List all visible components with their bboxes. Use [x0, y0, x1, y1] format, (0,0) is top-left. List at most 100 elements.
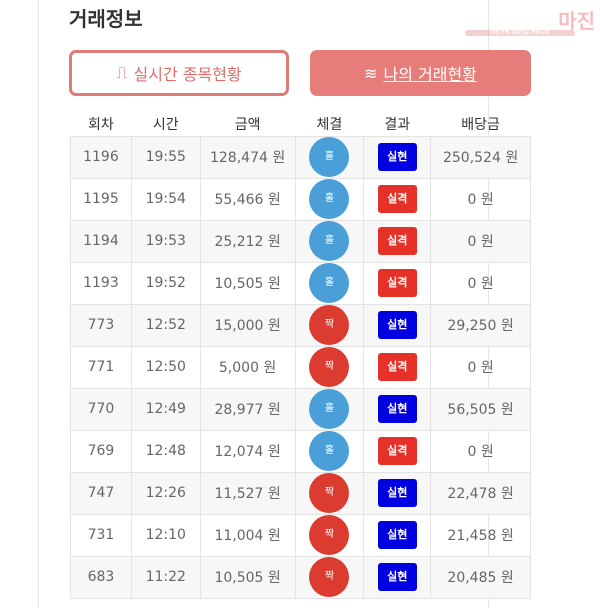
- payout-cell: 250,524 원: [430, 135, 531, 179]
- result-cell: 실격: [363, 429, 432, 473]
- col-result: 결과: [384, 116, 411, 133]
- round-cell: 731: [70, 513, 132, 557]
- result-cell: 실격: [363, 261, 432, 305]
- amount-cell: 15,000 원: [199, 303, 296, 347]
- pick-ball: 짝: [309, 515, 350, 555]
- result-badge: 실격: [377, 185, 417, 213]
- result-cell: 실격: [363, 177, 432, 221]
- result-badge: 실현: [377, 395, 417, 423]
- time-cell: 12:49: [130, 387, 201, 431]
- col-round: 회차: [88, 116, 114, 133]
- amount-cell: 12,074 원: [199, 429, 296, 473]
- amount-cell: 128,474 원: [199, 135, 296, 179]
- payout-cell: 56,505 원: [430, 387, 531, 431]
- time-cell: 19:52: [130, 261, 201, 305]
- result-cell: 실현: [363, 387, 432, 431]
- result-cell: 실현: [363, 471, 432, 515]
- table-row: 683 11:22 10,505 원 짝 실현 20,485 원: [70, 555, 531, 599]
- amount-cell: 55,466 원: [199, 177, 296, 221]
- pick-cell: 홀: [294, 219, 365, 263]
- pulse-icon: ⎍: [116, 63, 128, 82]
- result-cell: 실현: [363, 135, 432, 179]
- amount-cell: 25,212 원: [199, 219, 296, 263]
- pick-ball: 홀: [309, 179, 350, 219]
- payout-cell: 20,485 원: [430, 555, 531, 599]
- pick-cell: 짝: [294, 555, 365, 599]
- time-cell: 12:50: [130, 345, 201, 389]
- round-cell: 1194: [70, 219, 132, 263]
- round-cell: 770: [70, 387, 132, 431]
- round-cell: 1193: [70, 261, 132, 305]
- payout-cell: 22,478 원: [430, 471, 531, 515]
- logo-watermark: 마진 마진거래 검증전문 커뮤니티: [465, 5, 595, 36]
- my-trades-label: 나의 거래현황: [383, 65, 477, 84]
- realtime-status-label: 실시간 종목현황: [133, 65, 242, 84]
- amount-cell: 5,000 원: [199, 345, 296, 389]
- time-cell: 19:55: [130, 135, 201, 179]
- payout-cell: 0 원: [430, 429, 531, 473]
- payout-cell: 0 원: [430, 219, 531, 263]
- time-cell: 12:52: [130, 303, 201, 347]
- table-row: 1193 19:52 10,505 원 홀 실격 0 원: [70, 261, 531, 305]
- page-title: 거래정보: [69, 7, 143, 31]
- pick-cell: 홀: [294, 387, 365, 431]
- result-badge: 실격: [377, 269, 417, 297]
- table-row: 1195 19:54 55,466 원 홀 실격 0 원: [70, 177, 531, 221]
- round-cell: 1195: [70, 177, 132, 221]
- payout-cell: 0 원: [430, 345, 531, 389]
- pick-cell: 홀: [294, 429, 365, 473]
- result-badge: 실현: [377, 479, 417, 507]
- amount-cell: 28,977 원: [199, 387, 296, 431]
- col-payout: 배당금: [461, 116, 500, 133]
- pick-cell: 홀: [294, 261, 365, 305]
- pick-ball: 짝: [309, 347, 350, 387]
- pick-ball: 홀: [309, 263, 350, 303]
- pick-cell: 홀: [294, 135, 365, 179]
- round-cell: 773: [70, 303, 132, 347]
- pick-ball: 짝: [309, 473, 350, 513]
- payout-cell: 0 원: [430, 261, 531, 305]
- result-badge: 실현: [377, 521, 417, 549]
- pick-ball: 홀: [309, 137, 350, 177]
- result-badge: 실격: [377, 227, 417, 255]
- result-badge: 실현: [377, 143, 417, 171]
- result-badge: 실격: [377, 437, 417, 465]
- pick-cell: 짝: [294, 303, 365, 347]
- result-cell: 실현: [363, 513, 432, 557]
- round-cell: 747: [70, 471, 132, 515]
- round-cell: 1196: [70, 135, 132, 179]
- pick-ball: 홀: [309, 221, 350, 261]
- pick-ball: 홀: [309, 389, 350, 429]
- my-trades-button[interactable]: ≋ 나의 거래현황: [310, 50, 531, 96]
- pick-cell: 짝: [294, 471, 365, 515]
- col-time: 시간: [152, 116, 179, 133]
- pick-ball: 짝: [309, 305, 350, 345]
- result-cell: 실격: [363, 219, 432, 263]
- result-cell: 실현: [363, 303, 432, 347]
- table-row: 1194 19:53 25,212 원 홀 실격 0 원: [70, 219, 531, 263]
- table-row: 770 12:49 28,977 원 홀 실현 56,505 원: [70, 387, 531, 431]
- result-badge: 실격: [377, 353, 417, 381]
- time-cell: 12:10: [130, 513, 201, 557]
- payout-cell: 21,458 원: [430, 513, 531, 557]
- pick-cell: 짝: [294, 513, 365, 557]
- table-row: 773 12:52 15,000 원 짝 실현 29,250 원: [70, 303, 531, 347]
- realtime-status-button[interactable]: ⎍ 실시간 종목현황: [69, 50, 289, 96]
- waves-icon: ≋: [364, 63, 378, 83]
- time-cell: 19:54: [130, 177, 201, 221]
- table-row: 771 12:50 5,000 원 짝 실격 0 원: [70, 345, 531, 389]
- time-cell: 11:22: [130, 555, 201, 599]
- pick-ball: 홀: [309, 431, 350, 471]
- result-cell: 실현: [363, 555, 432, 599]
- col-amount: 금액: [234, 116, 261, 133]
- round-cell: 769: [70, 429, 132, 473]
- round-cell: 683: [70, 555, 132, 599]
- result-badge: 실현: [377, 311, 417, 339]
- pick-cell: 홀: [294, 177, 365, 221]
- trade-table: 회차 시간 금액 체결 결과 배당금 1196 19:55 128,474 원 홀 실현…: [70, 112, 531, 599]
- result-badge: 실현: [377, 563, 417, 591]
- time-cell: 12:48: [130, 429, 201, 473]
- round-cell: 771: [70, 345, 132, 389]
- amount-cell: 11,004 원: [199, 513, 296, 557]
- payout-cell: 0 원: [430, 177, 531, 221]
